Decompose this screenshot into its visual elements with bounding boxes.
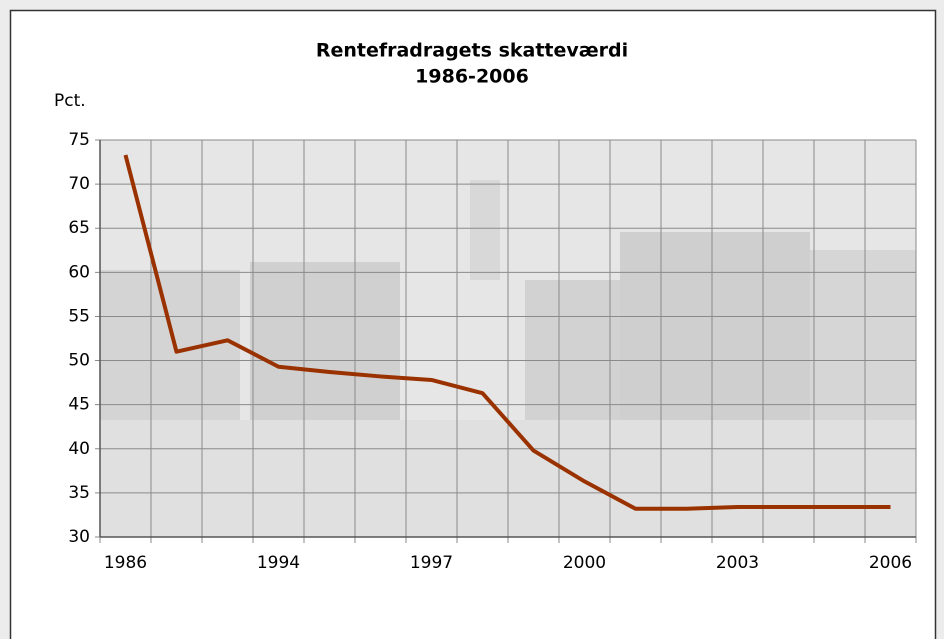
y-tick-label: 45 (68, 395, 90, 415)
y-axis-label: Pct. (54, 91, 86, 111)
chart-subtitle: 1986-2006 (415, 66, 529, 88)
x-tick-label: 2006 (869, 553, 912, 573)
x-tick-label: 1986 (104, 553, 147, 573)
y-tick-label: 60 (68, 262, 90, 282)
y-tick-label: 75 (68, 130, 90, 150)
x-tick-label: 2000 (563, 553, 606, 573)
chart: Rentefradragets skatteværdi 1986-2006 Pc… (0, 0, 944, 639)
x-tick-label: 2003 (716, 553, 759, 573)
y-tick-label: 65 (68, 218, 90, 238)
y-tick-label: 30 (68, 527, 90, 547)
y-tick-label: 70 (68, 174, 90, 194)
chart-title: Rentefradragets skatteværdi (316, 40, 628, 62)
y-tick-label: 50 (68, 351, 90, 371)
y-tick-label: 40 (68, 439, 90, 459)
x-tick-label: 1997 (410, 553, 453, 573)
y-tick-label: 55 (68, 306, 90, 326)
page: {"chart_data": {"type": "line", "title":… (0, 0, 944, 639)
y-tick-label: 35 (68, 483, 90, 503)
x-tick-label: 1994 (257, 553, 300, 573)
